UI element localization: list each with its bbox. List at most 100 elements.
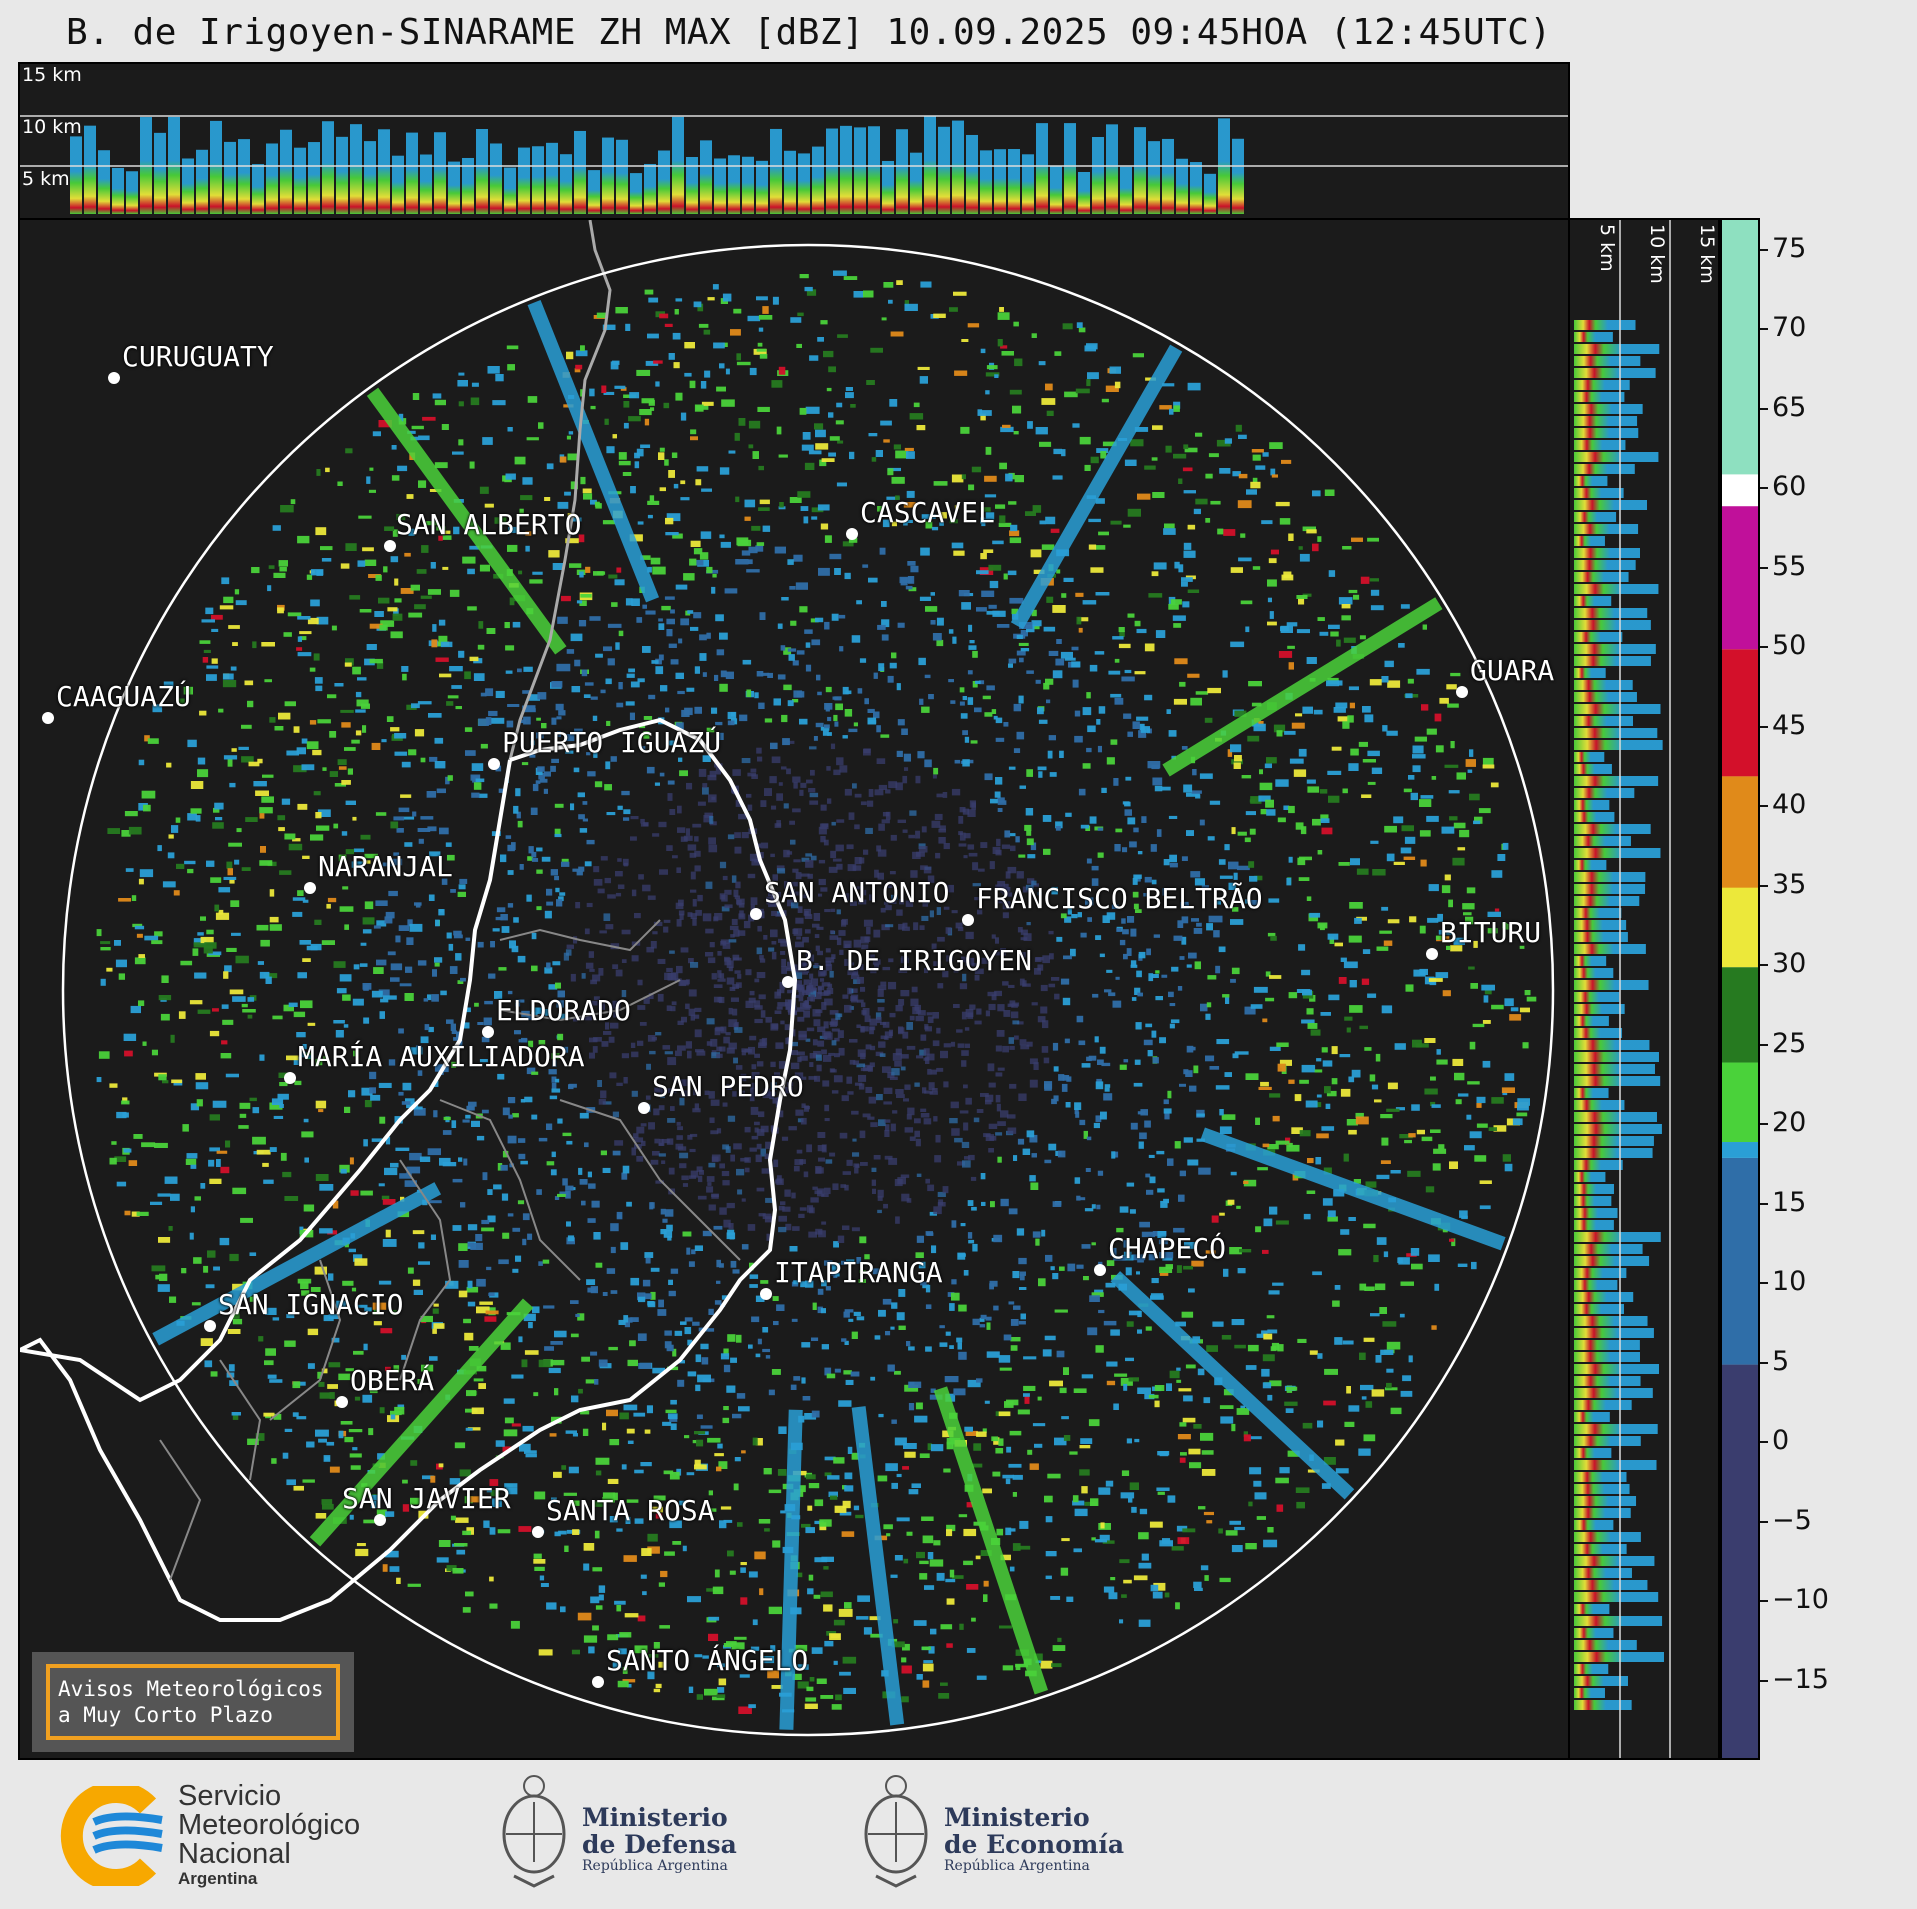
province-border [20,717,798,1622]
coat-of-arms-icon [502,1775,566,1888]
colorbar-tick [1760,566,1768,569]
vertical-cross-section-ns: 5 km 10 km 15 km [1568,218,1720,1760]
city-marker [304,882,316,894]
colorbar-tick-label: 30 [1772,948,1807,980]
coat-of-arms-icon [864,1775,928,1888]
colorbar-tick-label: 50 [1772,630,1807,662]
city-marker [482,1026,494,1038]
colorbar-tick-label: 35 [1772,868,1807,900]
colorbar-tick-label: −15 [1772,1663,1829,1695]
city-marker [1094,1264,1106,1276]
city-label: SANTO ÁNGELO [606,1644,809,1677]
city-label: CHAPECÓ [1108,1232,1227,1265]
city-marker [284,1072,296,1084]
colorbar-tick-label: 45 [1772,709,1807,741]
colorbar-tick [1760,1282,1768,1285]
colorbar-tick [1760,248,1768,251]
alert-line-2: a Muy Corto Plazo [58,1703,273,1727]
city-label: SAN JAVIER [342,1482,511,1515]
department-borders [159,919,741,1581]
city-label: NARANJAL [318,850,453,883]
colorbar-tick-label: 25 [1772,1027,1807,1059]
city-marker [108,372,120,384]
colorbar-tick-label: 20 [1772,1107,1807,1139]
colorbar-tick [1760,407,1768,410]
city-marker [638,1102,650,1114]
colorbar-tick-label: −10 [1772,1584,1829,1616]
city-label: SAN ALBERTO [396,508,582,541]
defensa-line-2: de Defensa [582,1830,737,1859]
colorbar-tick-label: 60 [1772,471,1807,503]
economia-logo: Ministerio de Economía República Argenti… [856,1772,1156,1892]
city-label: SAN ANTONIO [764,876,950,909]
defensa-logo: Ministerio de Defensa República Argentin… [494,1772,754,1892]
colorbar-tick-label: 65 [1772,391,1807,423]
city-label: ELDORADO [496,994,631,1027]
colorbar-tick-label: 55 [1772,550,1807,582]
colorbar-tick [1760,1202,1768,1205]
radar-map-drawing [20,220,1555,1737]
colorbar-tick-label: 70 [1772,312,1807,344]
city-label: CAAGUAZÚ [56,680,191,713]
radar-map[interactable]: CURUGUATY SAN ALBERTO CASCAVEL CAAGUAZÚ GUAR… [18,218,1570,1760]
page-title: B. de Irigoyen-SINARAME ZH MAX [dBZ] 10.… [66,12,1552,53]
colorbar-tick [1760,646,1768,649]
smn-logo: Servicio Meteorológico Nacional Argentin… [56,1782,396,1892]
range-ring [61,243,1555,1737]
side-height-label-15km: 15 km [1696,224,1718,284]
country-border [508,220,612,761]
colorbar-tick [1760,1123,1768,1126]
colorbar-drawing [1722,220,1758,1758]
colorbar-tick-label: −5 [1772,1504,1812,1536]
dbz-colorbar [1720,218,1760,1760]
city-marker [846,528,858,540]
smn-line-4: Argentina [178,1869,258,1888]
city-marker [782,976,794,988]
colorbar-tick [1760,884,1768,887]
smn-logo-icon [60,1786,163,1886]
colorbar-tick [1760,1600,1768,1603]
city-marker [532,1526,544,1538]
city-marker [204,1320,216,1332]
height-label-5km: 5 km [22,168,70,190]
colorbar-tick [1760,1520,1768,1523]
colorbar-tick-label: 75 [1772,232,1807,264]
height-label-15km: 15 km [22,64,82,86]
alert-box[interactable]: Avisos Meteorológicos a Muy Corto Plazo [32,1652,354,1752]
city-marker [336,1396,348,1408]
city-label: CASCAVEL [860,496,995,529]
city-label: GUARA [1470,654,1555,687]
city-label: SAN PEDRO [652,1070,804,1103]
economia-line-2: de Economía [944,1830,1125,1859]
city-label: CURUGUATY [122,340,274,373]
city-marker [384,540,396,552]
cross-section-ew-drawing [20,115,1568,214]
defensa-line-3: República Argentina [582,1858,728,1874]
height-label-10km: 10 km [22,116,82,138]
vertical-cross-section-ew: 15 km 10 km 5 km [18,62,1570,220]
city-marker [760,1288,772,1300]
city-marker [1426,948,1438,960]
city-label: FRANCISCO BELTRÃO [976,882,1263,915]
side-height-label-10km: 10 km [1646,224,1668,284]
smn-line-1: Servicio [178,1780,282,1812]
colorbar-tick [1760,328,1768,331]
colorbar-tick [1760,964,1768,967]
city-label: PUERTO IGUAZÚ [502,726,722,759]
city-label: ITAPIRANGA [774,1256,943,1289]
alert-line-1: Avisos Meteorológicos [58,1677,324,1701]
river-border [20,759,512,1403]
city-label: SANTA ROSA [546,1494,715,1527]
city-label: BITURU [1440,916,1542,949]
city-label: OBERÁ [350,1364,435,1397]
city-label: MARÍA AUXILIADORA [298,1040,585,1073]
colorbar-tick-label: 10 [1772,1266,1807,1298]
city-marker [488,758,500,770]
smn-line-3: Nacional [178,1838,291,1870]
defensa-line-1: Ministerio [582,1803,728,1832]
colorbar-tick [1760,1043,1768,1046]
colorbar-tick [1760,1441,1768,1444]
side-height-label-5km: 5 km [1596,224,1618,272]
colorbar-tick [1760,725,1768,728]
economia-line-3: República Argentina [944,1858,1090,1874]
